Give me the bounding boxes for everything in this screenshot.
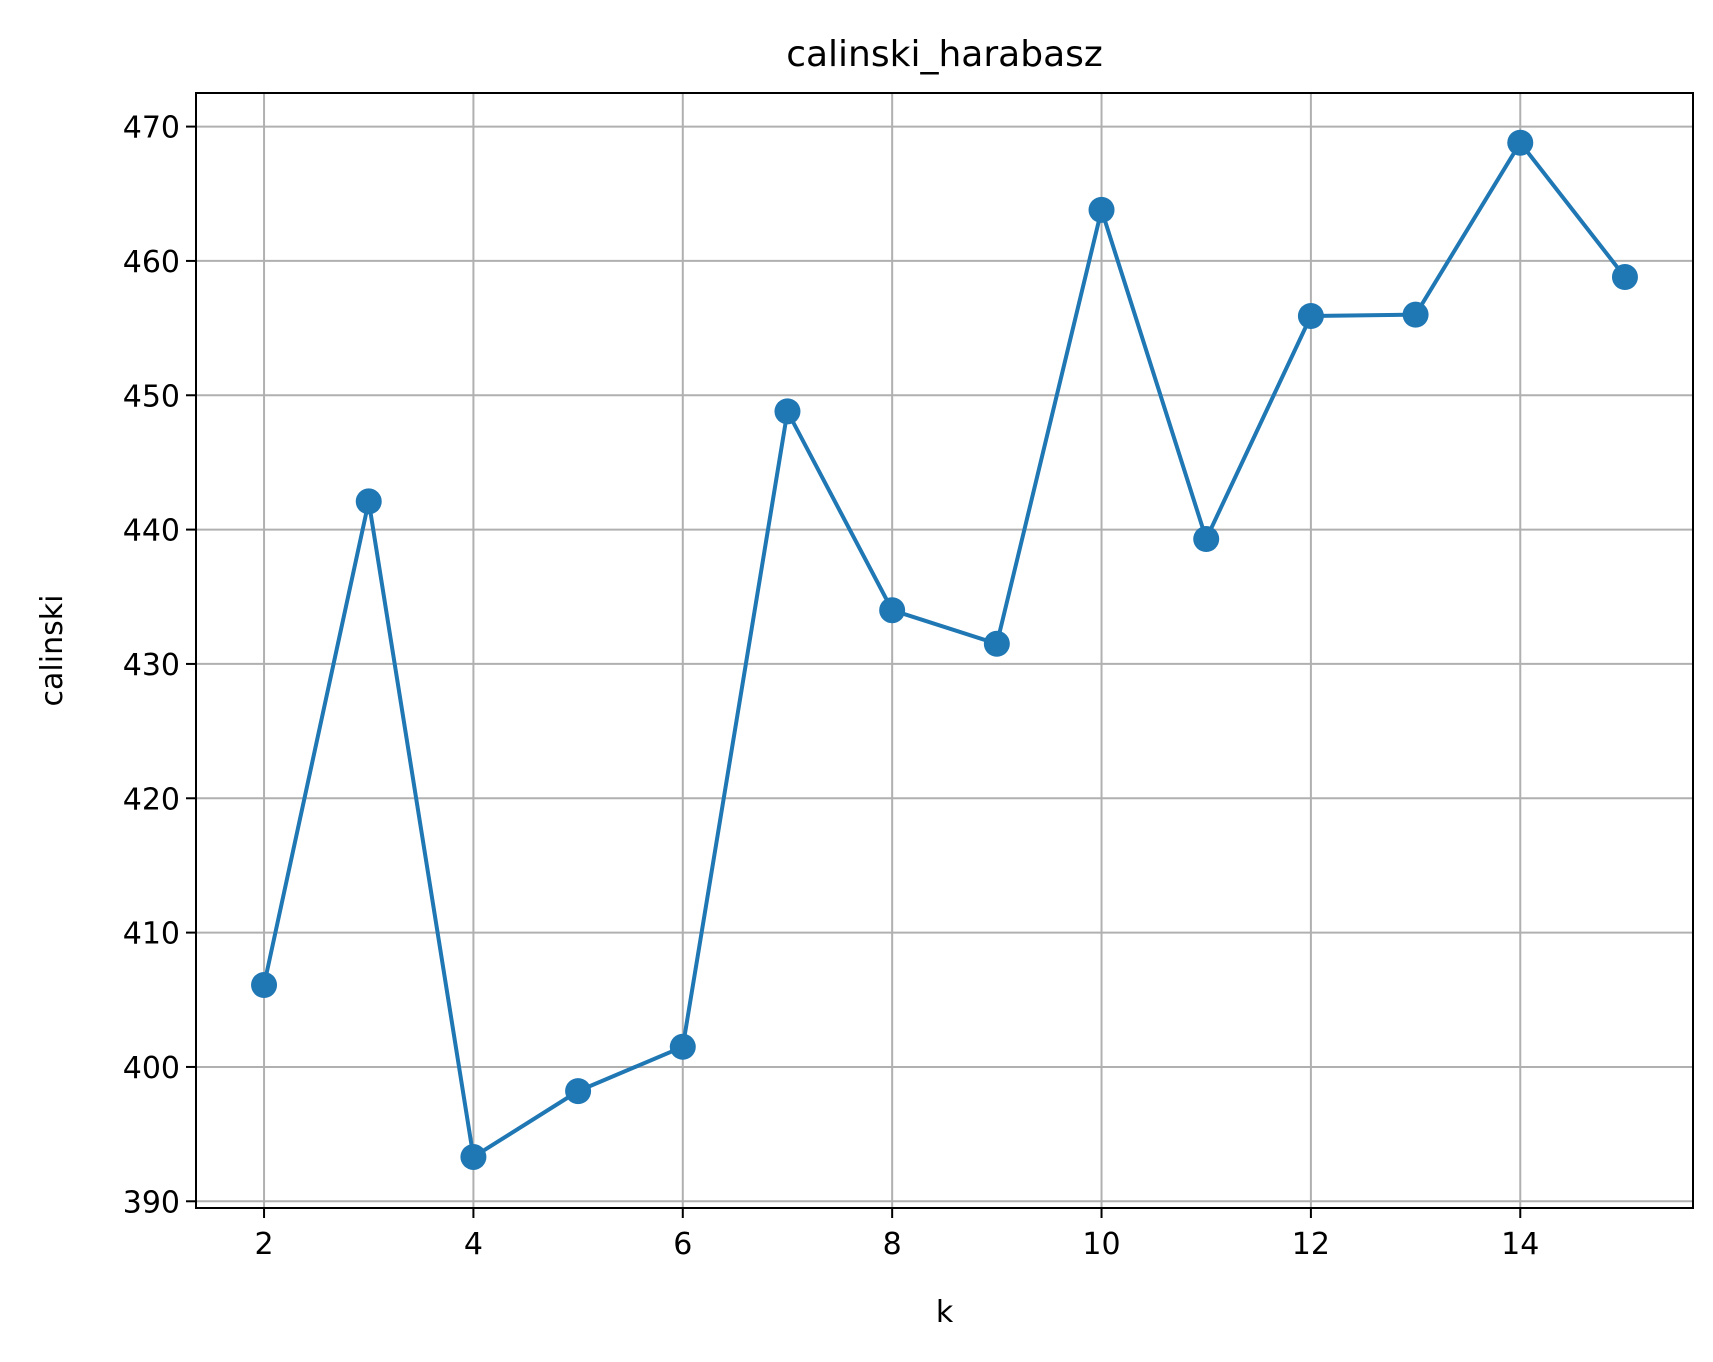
y-tick-label: 420 xyxy=(123,782,180,817)
series-layer xyxy=(251,129,1638,1170)
data-point xyxy=(1611,264,1638,291)
x-tick-label: 10 xyxy=(1082,1227,1120,1262)
data-point xyxy=(1088,196,1115,223)
x-tick-label: 2 xyxy=(254,1227,273,1262)
y-tick-label: 390 xyxy=(123,1185,180,1220)
data-point xyxy=(1193,526,1220,552)
data-point xyxy=(1507,129,1534,156)
y-tick-label: 460 xyxy=(123,245,180,280)
x-tick-label: 6 xyxy=(673,1227,692,1262)
chart-title: calinski_harabasz xyxy=(786,34,1103,75)
x-tick-label: 8 xyxy=(883,1227,902,1262)
data-point xyxy=(565,1078,592,1105)
data-point xyxy=(355,488,382,515)
data-point xyxy=(1402,301,1429,328)
y-tick-label: 470 xyxy=(123,111,180,146)
data-point xyxy=(460,1143,487,1170)
grid xyxy=(196,93,1693,1208)
series-line xyxy=(262,140,1627,1159)
y-tick-label: 400 xyxy=(123,1051,180,1086)
data-point xyxy=(251,972,278,998)
data-point xyxy=(879,597,906,624)
y-tick-label: 440 xyxy=(123,514,180,549)
x-axis-label: k xyxy=(936,1295,954,1330)
x-tick-label: 14 xyxy=(1501,1227,1539,1262)
data-point xyxy=(774,398,801,425)
y-tick-label: 450 xyxy=(123,379,180,414)
plot-frame xyxy=(195,92,1694,1209)
y-axis-label: calinski xyxy=(35,595,70,707)
x-tick-label: 4 xyxy=(464,1227,483,1262)
x-tick-label: 12 xyxy=(1292,1227,1330,1262)
y-tick-label: 430 xyxy=(123,648,180,683)
ticks: 2 4 6 8 10 12 14 390 400 410 420 430 440 450 460 470 xyxy=(123,111,1540,1262)
y-tick-label: 410 xyxy=(123,917,180,952)
data-point xyxy=(1297,303,1324,329)
data-point xyxy=(669,1033,696,1060)
data-point xyxy=(983,630,1010,657)
